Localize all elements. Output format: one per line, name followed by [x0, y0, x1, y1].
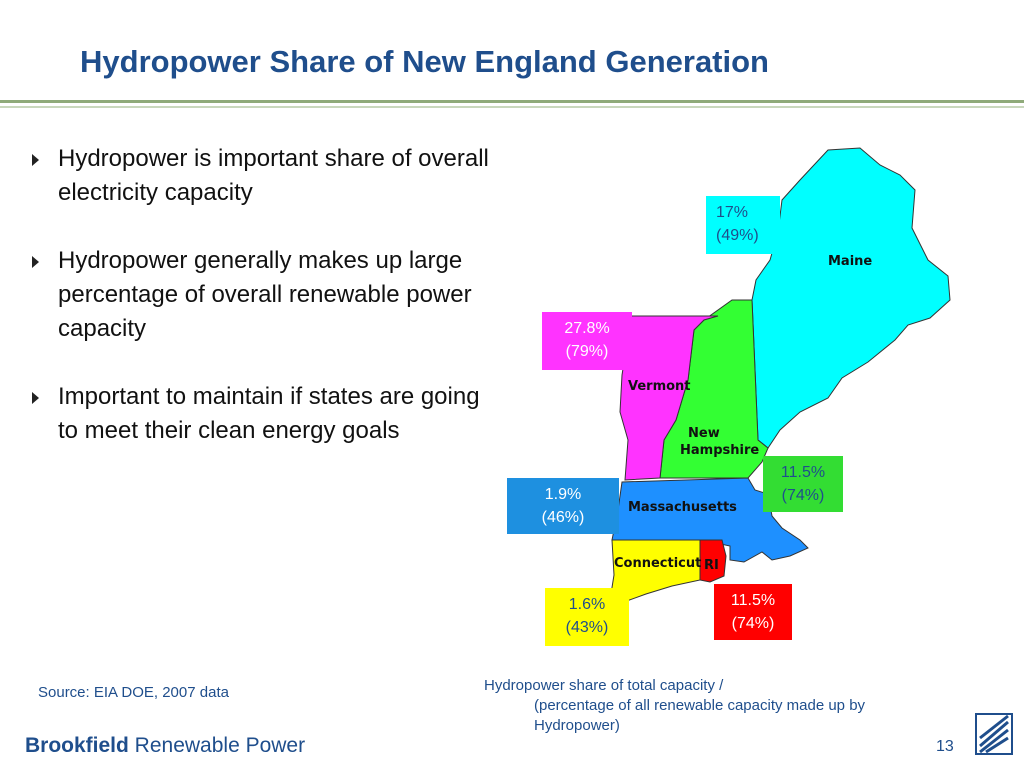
callout-massachusetts-renewable: (46%) [541, 509, 585, 526]
triangle-bullet-icon [32, 154, 39, 166]
bullet-text: Hydropower is important share of overall… [58, 145, 489, 206]
callout-massachusetts: 1.9% (46%) [507, 478, 619, 534]
callout-ri-capacity: 11.5% [730, 592, 776, 609]
state-label-new-hampshire: New [688, 426, 720, 441]
brookfield-logo-icon [975, 713, 1013, 755]
source-note: Source: EIA DOE, 2007 data [38, 684, 229, 701]
brand-name-bold: Brookfield [25, 734, 129, 757]
triangle-bullet-icon [32, 392, 39, 404]
callout-connecticut-renewable: (43%) [565, 619, 609, 636]
title-divider-light [0, 106, 1024, 108]
state-label-maine: Maine [828, 254, 872, 269]
callout-maine: 17% (49%) [706, 196, 780, 254]
state-label-massachusetts: Massachusetts [628, 500, 737, 515]
callout-massachusetts-capacity: 1.9% [544, 486, 582, 503]
state-label-connecticut: Connecticut [614, 556, 701, 571]
slide-title: Hydropower Share of New England Generati… [80, 44, 769, 79]
brand-wordmark: Brookfield Renewable Power [25, 734, 305, 758]
callout-vermont-renewable: (79%) [565, 343, 609, 360]
callout-vermont: 27.8% (79%) [542, 312, 632, 370]
state-rhode-island [699, 539, 727, 583]
bullet-text: Important to maintain if states are goin… [58, 383, 480, 444]
page-number: 13 [936, 738, 954, 755]
state-label-vermont: Vermont [628, 379, 691, 394]
title-divider [0, 100, 1024, 103]
callout-vermont-capacity: 27.8% [564, 320, 610, 337]
brand-name-rest: Renewable Power [128, 734, 306, 757]
callout-ri: 11.5% (74%) [714, 584, 792, 640]
callout-maine-capacity: 17% [716, 204, 749, 221]
callout-connecticut-capacity: 1.6% [568, 596, 606, 613]
state-label-new-hampshire-2: Hampshire [680, 443, 759, 458]
callout-new-hampshire: 11.5% (74%) [763, 456, 843, 512]
bullet-item: Hydropower generally makes up large perc… [30, 244, 490, 346]
state-label-ri: RI [704, 558, 719, 573]
callout-connecticut: 1.6% (43%) [545, 588, 629, 646]
legend-line-1: Hydropower share of total capacity / [484, 677, 724, 694]
state-vermont [619, 315, 719, 481]
bullet-item: Important to maintain if states are goin… [30, 380, 490, 448]
callout-new-hampshire-capacity: 11.5% [780, 464, 826, 481]
map-legend: Hydropower share of total capacity / (pe… [484, 676, 914, 736]
state-maine [751, 147, 951, 449]
triangle-bullet-icon [32, 256, 39, 268]
callout-new-hampshire-renewable: (74%) [781, 487, 825, 504]
bullet-text: Hydropower generally makes up large perc… [58, 247, 472, 342]
bullet-list: Hydropower is important share of overall… [30, 142, 490, 482]
callout-ri-renewable: (74%) [731, 615, 775, 632]
callout-maine-renewable: (49%) [716, 227, 759, 244]
bullet-item: Hydropower is important share of overall… [30, 142, 490, 210]
legend-line-2: (percentage of all renewable capacity ma… [534, 697, 866, 734]
